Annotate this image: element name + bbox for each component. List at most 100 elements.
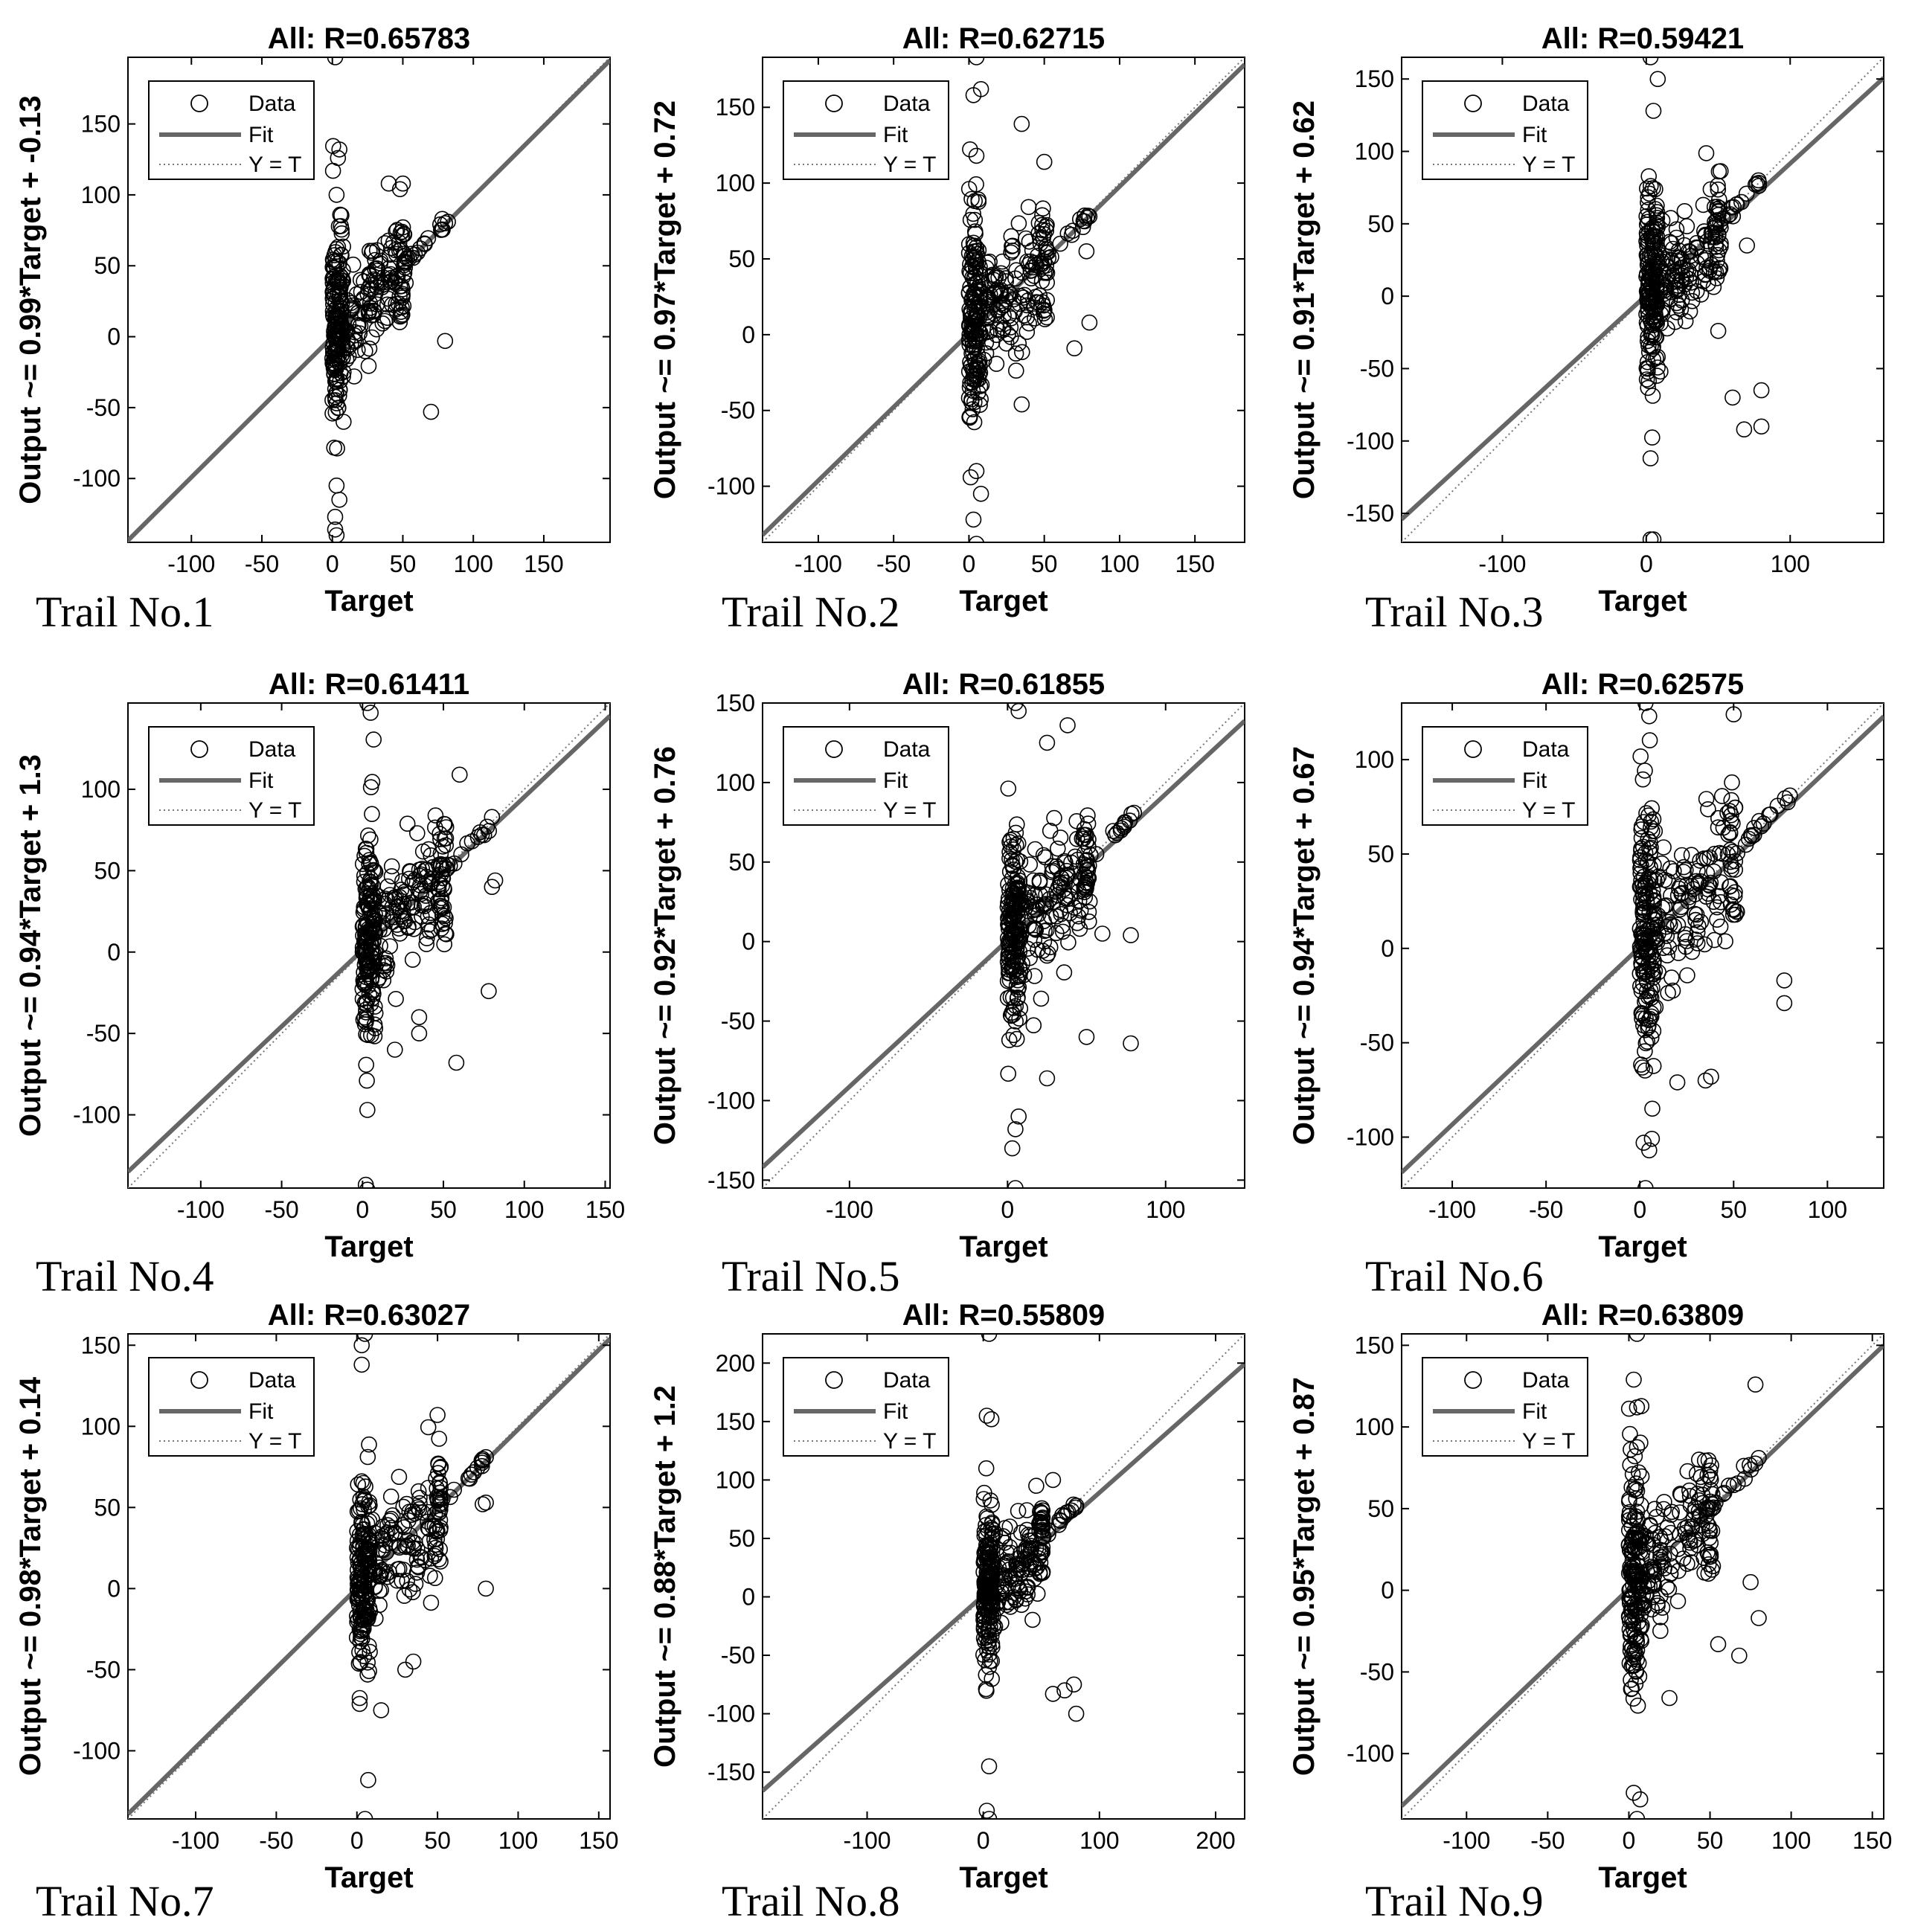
legend-label-fit: Fit bbox=[1522, 1399, 1547, 1424]
data-point bbox=[1642, 57, 1659, 65]
data-point bbox=[431, 826, 448, 842]
data-point bbox=[984, 1565, 1001, 1582]
data-point bbox=[1054, 923, 1071, 940]
data-point bbox=[996, 1535, 1013, 1551]
data-point bbox=[1751, 1450, 1767, 1466]
data-point bbox=[1629, 1652, 1645, 1668]
data-point bbox=[1662, 917, 1678, 933]
data-point bbox=[360, 304, 377, 320]
data-point bbox=[964, 269, 981, 286]
data-point bbox=[1723, 858, 1739, 874]
data-point bbox=[1723, 199, 1740, 216]
data-point bbox=[1750, 172, 1767, 189]
data-point bbox=[1641, 707, 1658, 725]
x-tick-label: -100 bbox=[172, 1827, 219, 1854]
data-point bbox=[1000, 876, 1016, 893]
data-point bbox=[1661, 1689, 1678, 1707]
data-point bbox=[1648, 298, 1665, 314]
data-point bbox=[1014, 955, 1030, 972]
data-point bbox=[1706, 931, 1723, 949]
data-point bbox=[1013, 925, 1030, 943]
data-point bbox=[1079, 209, 1095, 226]
chart-title: All: R=0.62575 bbox=[1541, 668, 1744, 701]
plot-content bbox=[763, 703, 1245, 1188]
data-point bbox=[1039, 1070, 1056, 1087]
data-point bbox=[982, 1652, 998, 1669]
data-point bbox=[1018, 324, 1036, 340]
data-point bbox=[326, 365, 343, 382]
x-axis-label: Target bbox=[324, 585, 413, 617]
data-point bbox=[434, 1491, 451, 1507]
data-point bbox=[1704, 1523, 1721, 1539]
data-point bbox=[1722, 825, 1739, 841]
data-point bbox=[437, 333, 454, 350]
data-point bbox=[1672, 1486, 1690, 1503]
data-point bbox=[351, 1689, 368, 1707]
data-point bbox=[1655, 839, 1672, 856]
data-point bbox=[1669, 887, 1687, 904]
data-point bbox=[394, 219, 411, 236]
legend: Data Fit Y = T bbox=[783, 726, 949, 826]
data-point bbox=[1004, 858, 1021, 874]
data-point bbox=[432, 892, 449, 909]
data-point bbox=[1079, 807, 1096, 824]
data-point bbox=[334, 272, 350, 289]
legend-label-yt: Y = T bbox=[1522, 1429, 1575, 1454]
data-point bbox=[1643, 1131, 1661, 1147]
data-point bbox=[1632, 849, 1649, 866]
data-point bbox=[1710, 322, 1727, 339]
data-point bbox=[1693, 1469, 1709, 1486]
data-point bbox=[339, 339, 355, 356]
data-point bbox=[1030, 941, 1046, 958]
data-point bbox=[1121, 812, 1138, 829]
plot-content bbox=[128, 1334, 610, 1819]
data-point bbox=[998, 1594, 1014, 1611]
data-point bbox=[327, 328, 343, 344]
data-point bbox=[1676, 202, 1693, 219]
data-point bbox=[1076, 867, 1092, 884]
data-point bbox=[1637, 1035, 1655, 1052]
data-point bbox=[357, 1526, 374, 1542]
data-point bbox=[342, 336, 359, 353]
data-point bbox=[453, 846, 469, 863]
data-point bbox=[995, 307, 1012, 324]
y-axis-label: Output ~= 0.98*Target + 0.14 bbox=[14, 1376, 47, 1776]
data-point bbox=[1710, 263, 1727, 280]
legend-marker-data bbox=[190, 94, 208, 112]
data-point bbox=[988, 356, 1005, 372]
legend-label-fit: Fit bbox=[248, 123, 274, 147]
data-point bbox=[404, 951, 421, 968]
data-point bbox=[1637, 1534, 1654, 1551]
data-point bbox=[1701, 1549, 1719, 1565]
data-point bbox=[426, 1547, 443, 1564]
data-point bbox=[1777, 790, 1794, 806]
data-point bbox=[1675, 1550, 1692, 1567]
data-point bbox=[1116, 818, 1132, 835]
chart-title: All: R=0.65783 bbox=[268, 22, 470, 55]
data-point bbox=[437, 914, 453, 931]
data-point bbox=[1632, 1434, 1649, 1451]
data-point bbox=[1045, 1472, 1062, 1489]
x-tick-label: 100 bbox=[1771, 1827, 1811, 1854]
data-point bbox=[1641, 732, 1658, 748]
data-point bbox=[1727, 861, 1743, 878]
data-point bbox=[1034, 898, 1051, 914]
data-point bbox=[1678, 939, 1694, 955]
y-tick-label: 50 bbox=[1367, 211, 1394, 237]
data-point bbox=[359, 1181, 376, 1188]
data-point bbox=[328, 187, 345, 203]
y-axis-label: Output ~= 0.99*Target + -0.13 bbox=[14, 95, 47, 504]
data-point bbox=[1722, 841, 1739, 859]
y-tick-label: 0 bbox=[742, 321, 755, 348]
data-point bbox=[999, 1554, 1016, 1571]
data-point bbox=[1706, 845, 1723, 862]
data-point bbox=[350, 317, 366, 334]
data-point bbox=[1009, 935, 1026, 951]
data-point bbox=[1700, 876, 1717, 893]
data-point bbox=[392, 308, 408, 325]
data-point bbox=[1642, 1518, 1658, 1535]
data-point bbox=[1007, 345, 1024, 362]
data-point bbox=[1677, 312, 1694, 330]
data-point bbox=[369, 263, 386, 279]
